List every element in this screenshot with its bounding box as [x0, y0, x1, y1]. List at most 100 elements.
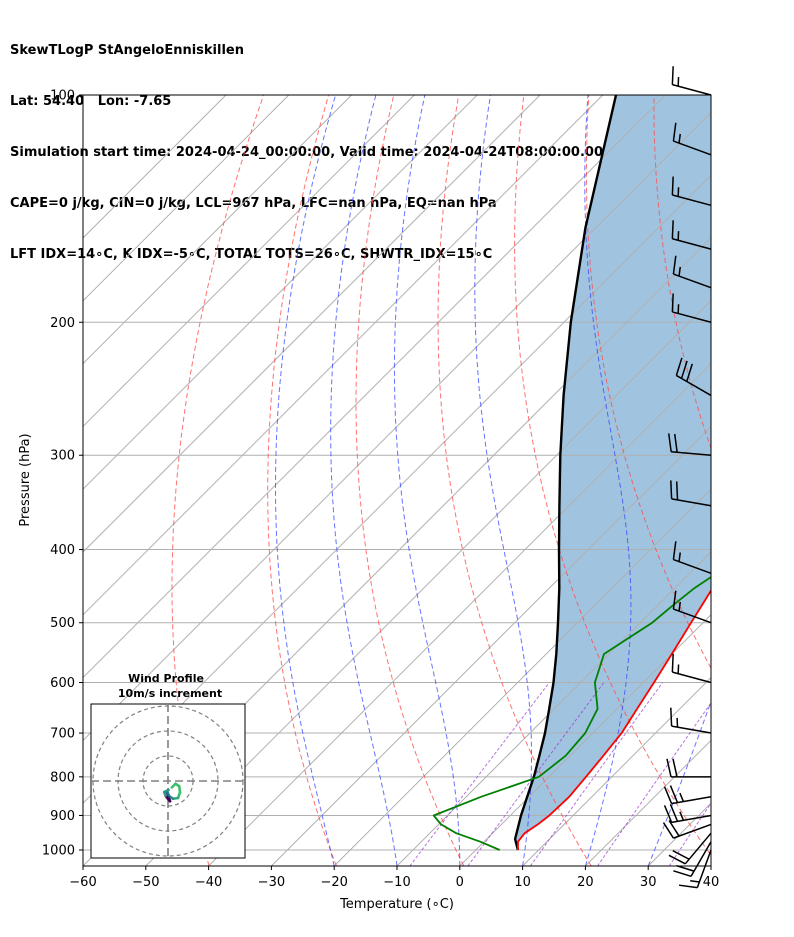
- wind-barb-half-flag: [678, 266, 681, 277]
- wind-barb-flag: [672, 541, 677, 560]
- wind-barb-half-flag: [679, 792, 685, 802]
- stability-indices: LFT IDX=14∘C, K IDX=-5∘C, TOTAL TOTS=26∘…: [10, 247, 493, 262]
- wind-barb-staff: [696, 849, 712, 888]
- isotherm-gridline: [459, 614, 711, 866]
- wind-barb-flag: [686, 363, 694, 382]
- isotherm-gridline: [83, 95, 604, 616]
- wind-barb-flag: [667, 433, 672, 452]
- x-tick-label: 40: [703, 875, 720, 890]
- wind-barb-flag: [668, 854, 686, 865]
- moist-adiabat: [330, 95, 398, 866]
- moist-adiabat: [584, 95, 632, 866]
- wind-barb-staff: [671, 795, 712, 805]
- wind-barb-staff: [673, 558, 712, 574]
- wind-barb-staff: [684, 832, 712, 865]
- dry-adiabat: [784, 95, 794, 866]
- station-coordinates: Lat: 54.40 Lon: -7.65: [10, 94, 172, 109]
- chart-title: SkewTLogP StAngeloEnniskillen: [10, 43, 244, 58]
- hodograph-inset: Wind Profile 10m/s increment: [90, 672, 246, 859]
- isotherm-gridline: [83, 95, 415, 428]
- wind-barb-staff: [690, 841, 712, 877]
- isotherm-gridline: [396, 551, 711, 866]
- wind-barb-half-flag: [678, 601, 681, 612]
- isotherm-gridline: [83, 95, 666, 679]
- isotherm-gridline: [271, 425, 711, 866]
- plot-area: [83, 95, 794, 866]
- dry-adiabat: [514, 95, 711, 857]
- wind-barb-staff: [671, 725, 712, 734]
- wind-barb-staff: [672, 194, 712, 207]
- wind-barb-staff: [675, 374, 712, 397]
- dewpoint-profile-line: [432, 575, 711, 851]
- isotherm-gridline: [522, 676, 711, 866]
- hodograph-title: Wind Profile: [128, 672, 204, 685]
- y-tick-label: 600: [50, 676, 75, 691]
- wind-barb: [671, 293, 712, 324]
- hodograph-subtitle: 10m/s increment: [118, 687, 222, 700]
- y-tick-label: 200: [50, 316, 75, 331]
- wind-barb: [675, 357, 712, 397]
- y-tick-label: 300: [50, 449, 75, 464]
- wind-barb-flag: [671, 66, 674, 85]
- wind-barb-flag: [678, 884, 698, 889]
- dry-adiabat: [267, 95, 337, 866]
- wind-barb-staff: [671, 450, 712, 456]
- wind-barb: [671, 66, 712, 96]
- moist-adiabat: [275, 95, 337, 866]
- wind-barb: [668, 832, 712, 865]
- x-tick-label: −20: [320, 875, 347, 890]
- mixing-ratio-line: [467, 682, 605, 866]
- wind-barb-flag: [669, 804, 679, 822]
- wind-barb-staff: [673, 608, 712, 624]
- wind-barb-flag: [671, 293, 674, 312]
- dry-adiabat: [171, 95, 265, 866]
- wind-barb: [663, 785, 712, 805]
- chart-title-block: SkewTLogP StAngeloEnniskillen Lat: 54.40…: [10, 8, 603, 280]
- wind-barb-flag: [676, 864, 695, 872]
- wind-barb-staff: [673, 823, 712, 839]
- y-axis-label: Pressure (hPa): [18, 433, 33, 526]
- wind-barb: [673, 841, 712, 878]
- wind-barb-flag: [671, 220, 674, 239]
- wind-barb-flag: [672, 758, 678, 777]
- x-axis-label: Temperature (∘C): [339, 897, 454, 912]
- wind-barb-flag: [666, 758, 672, 777]
- wind-barb-flag: [672, 590, 677, 610]
- wind-barb-staff: [673, 273, 712, 289]
- wind-barb: [671, 653, 712, 684]
- dry-adiabat: [719, 95, 794, 866]
- wind-barb-flag: [670, 707, 673, 727]
- wind-barbs: [662, 66, 712, 889]
- dry-adiabat: [585, 95, 711, 670]
- isotherm-gridline: [774, 95, 794, 866]
- temperature-profile-line: [517, 588, 711, 851]
- wind-barb: [672, 255, 712, 289]
- y-tick-label: 700: [50, 727, 75, 742]
- isotherm-gridline: [710, 865, 711, 866]
- wind-barb-half-flag: [678, 133, 681, 144]
- stability-parameters: CAPE=0 j/kg, CIN=0 j/kg, LCL=967 hPa, LF…: [10, 196, 497, 211]
- wind-barb-staff: [673, 140, 712, 156]
- hodograph-segment: [162, 788, 170, 794]
- x-tick-label: −10: [383, 875, 410, 890]
- wind-barb-staff: [672, 311, 712, 324]
- isotherm-gridline: [333, 488, 711, 866]
- wind-barb-flag: [673, 433, 678, 453]
- y-tick-label: 900: [50, 809, 75, 824]
- moist-adiabat: [393, 95, 461, 866]
- wind-barb: [663, 804, 712, 824]
- wind-barb-half-flag: [678, 552, 681, 562]
- wind-barb: [672, 590, 712, 624]
- y-tick-label: 100: [50, 89, 75, 104]
- moist-adiabat: [710, 864, 711, 866]
- parcel-profile-line: [513, 95, 618, 851]
- wind-barb-staff: [672, 671, 712, 684]
- wind-barb-flag: [670, 480, 673, 499]
- y-tick-label: 1000: [42, 844, 75, 859]
- wind-barb-staff: [671, 498, 712, 507]
- wind-barb-flag: [673, 870, 692, 878]
- dry-adiabat: [355, 95, 465, 866]
- dry-adiabat: [437, 95, 592, 866]
- cape-shaded-area: [515, 95, 711, 850]
